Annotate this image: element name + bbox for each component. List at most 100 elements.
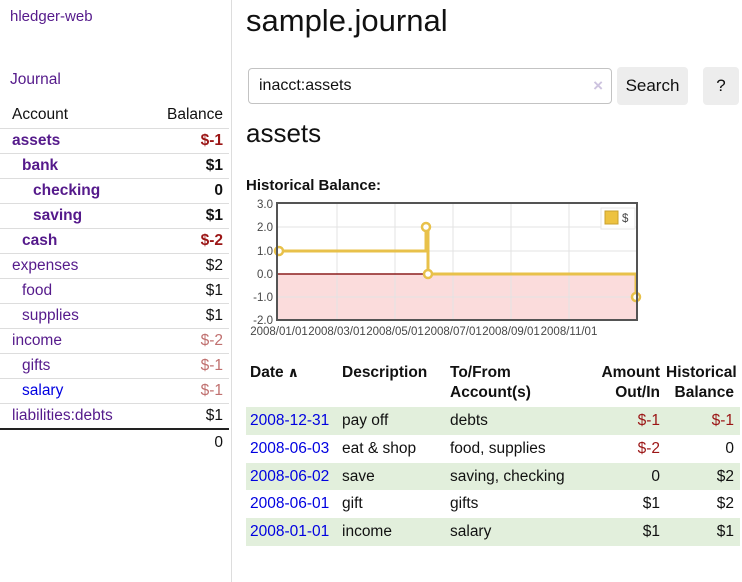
transaction-description: income [342, 523, 392, 541]
account-link-expenses[interactable]: expenses [12, 257, 79, 274]
account-link-salary[interactable]: salary [22, 382, 64, 399]
accounts-total-row: 0 [0, 429, 229, 455]
account-link-gifts[interactable]: gifts [22, 357, 51, 374]
account-row-supplies: supplies $1 [0, 303, 229, 329]
x-tick: 2008/09/01 [482, 326, 540, 338]
transaction-date-link[interactable]: 2008-06-01 [250, 495, 330, 513]
x-tick: 2008/11/01 [541, 326, 598, 338]
brand-link[interactable]: hledger-web [10, 8, 93, 25]
account-balance: $1 [205, 157, 223, 174]
sidebar: hledger-web Journal Account Balance asse… [0, 0, 232, 582]
account-balance: $1 [205, 307, 223, 324]
register-header-date[interactable]: Date ∧ [246, 361, 342, 407]
account-balance: $-1 [200, 382, 223, 399]
sidebar-item-journal[interactable]: Journal [10, 71, 61, 88]
account-row-cash: cash $-2 [0, 228, 229, 254]
account-link-liabilities-debts[interactable]: liabilities:debts [12, 407, 113, 424]
transaction-balance: $1 [716, 523, 734, 541]
account-link-checking[interactable]: checking [33, 182, 101, 199]
chart-y-axis: 3.0 2.0 1.0 0.0 -1.0 -2.0 [253, 199, 273, 327]
register-row: 2008-06-03 eat & shop food, supplies $-2… [246, 435, 740, 463]
account-balance: $1 [205, 207, 223, 224]
x-tick: 2008/01/01 [250, 326, 308, 338]
search-input-wrap: × [248, 68, 612, 104]
transaction-date-link[interactable]: 2008-01-01 [250, 523, 330, 541]
register-header-balance: Historical Balance [666, 364, 737, 402]
transaction-amount: $1 [642, 495, 660, 513]
account-link-supplies[interactable]: supplies [22, 307, 79, 324]
legend-swatch-icon [604, 210, 619, 225]
account-link-bank[interactable]: bank [22, 157, 59, 174]
account-row-liabilities-debts: liabilities:debts $1 [0, 403, 229, 430]
transaction-amount: $1 [642, 523, 660, 541]
transaction-accounts: gifts [450, 495, 479, 513]
help-button[interactable]: ? [703, 67, 739, 105]
y-tick: -1.0 [253, 292, 273, 304]
y-tick: -2.0 [253, 315, 273, 327]
transaction-balance: 0 [725, 439, 734, 457]
account-balance: $2 [205, 257, 223, 274]
chart-legend: $ [600, 207, 636, 230]
main-content: sample.journal × Search ? assets Histori… [240, 0, 742, 582]
account-link-assets[interactable]: assets [12, 132, 61, 149]
historical-balance-chart: $ 3.0 2.0 1.0 0.0 -1.0 -2.0 2008/01/01 2… [245, 199, 645, 345]
transaction-description: pay off [342, 412, 389, 430]
search-input[interactable] [248, 68, 612, 104]
account-balance: $-2 [200, 332, 223, 349]
register-row: 2008-06-02 save saving, checking 0 $2 [246, 462, 740, 491]
register-row: 2008-01-01 income salary $1 $1 [246, 518, 740, 546]
accounts-header-balance: Balance [166, 106, 223, 123]
transaction-accounts: food, supplies [450, 439, 546, 457]
transaction-accounts: debts [450, 412, 488, 430]
register-row: 2008-12-31 pay off debts $-1 $-1 [246, 407, 740, 435]
register-header-row: Date ∧ Description To/From Account(s) Amo… [246, 361, 740, 407]
transaction-description: gift [342, 495, 363, 513]
account-balance: $1 [205, 407, 223, 424]
transaction-date-link[interactable]: 2008-06-02 [250, 467, 330, 485]
register-row: 2008-06-01 gift gifts $1 $2 [246, 490, 740, 518]
account-balance: $-1 [200, 357, 223, 374]
register-header-accounts: To/From Account(s) [450, 364, 531, 402]
y-tick: 0.0 [257, 269, 273, 281]
search-button[interactable]: Search [617, 67, 688, 105]
account-link-cash[interactable]: cash [22, 232, 58, 249]
account-row-bank: bank $1 [0, 153, 229, 179]
account-row-checking: checking 0 [0, 178, 229, 204]
transaction-balance: $2 [716, 495, 734, 513]
transaction-date-link[interactable]: 2008-06-03 [250, 439, 330, 457]
account-row-saving: saving $1 [0, 203, 229, 229]
account-row-food: food $1 [0, 278, 229, 304]
account-link-saving[interactable]: saving [33, 207, 83, 224]
account-link-income[interactable]: income [12, 332, 62, 349]
register-header-description: Description [342, 364, 428, 381]
account-balance: $1 [205, 282, 223, 299]
transaction-amount: 0 [651, 467, 660, 485]
y-tick: 3.0 [257, 199, 273, 211]
transaction-amount: $-2 [637, 439, 660, 457]
account-balance: 0 [214, 182, 223, 199]
chart-x-axis: 2008/01/01 2008/03/01 2008/05/01 2008/07… [250, 326, 597, 338]
account-heading: assets [246, 118, 322, 148]
register-header-amount: Amount Out/In [601, 364, 660, 402]
account-row-income: income $-2 [0, 328, 229, 354]
page-title: sample.journal [246, 3, 448, 38]
account-link-food[interactable]: food [22, 282, 53, 299]
account-balance: $-2 [200, 232, 223, 249]
sort-ascending-icon: ∧ [287, 364, 299, 380]
account-row-assets: assets $-1 [0, 128, 229, 154]
x-tick: 2008/07/01 [424, 326, 482, 338]
chart-border [276, 202, 638, 321]
accounts-header-row: Account Balance [0, 102, 229, 129]
transaction-date-link[interactable]: 2008-12-31 [250, 412, 330, 430]
chart-svg: $ 3.0 2.0 1.0 0.0 -1.0 -2.0 2008/01/01 2… [250, 199, 642, 338]
transaction-description: save [342, 467, 375, 485]
account-row-salary: salary $-1 [0, 378, 229, 404]
transaction-accounts: saving, checking [450, 467, 565, 485]
transaction-description: eat & shop [342, 439, 417, 457]
y-tick: 1.0 [257, 246, 273, 258]
transaction-amount: $-1 [637, 412, 660, 430]
transaction-balance: $2 [716, 467, 734, 485]
account-row-expenses: expenses $2 [0, 253, 229, 279]
clear-search-icon[interactable]: × [593, 76, 603, 95]
